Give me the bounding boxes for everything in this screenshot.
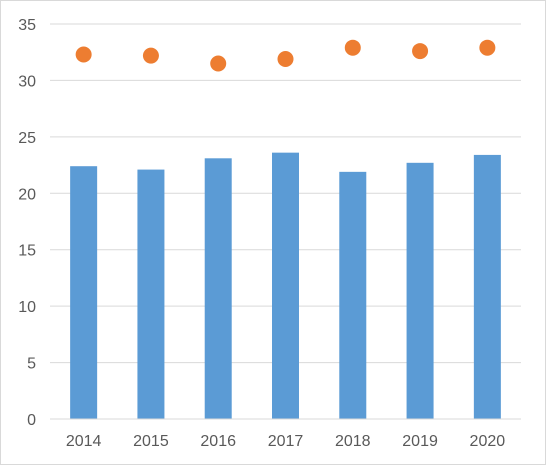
y-axis-ticks: 0 5 10 15 20 25 30 35 bbox=[18, 17, 36, 429]
x-tick-label: 2016 bbox=[200, 433, 236, 450]
scatter-point bbox=[479, 39, 496, 56]
bar bbox=[204, 158, 232, 420]
y-tick-label: 15 bbox=[18, 243, 36, 260]
y-tick-label: 35 bbox=[18, 17, 36, 34]
y-tick-label: 5 bbox=[27, 356, 36, 373]
x-tick-label: 2014 bbox=[66, 433, 102, 450]
bar bbox=[137, 169, 165, 419]
y-tick-label: 10 bbox=[18, 299, 36, 316]
scatter-point bbox=[277, 50, 294, 67]
x-tick-label: 2017 bbox=[268, 433, 304, 450]
x-tick-label: 2019 bbox=[402, 433, 438, 450]
bar bbox=[339, 171, 367, 419]
scatter-point bbox=[75, 46, 92, 63]
gridlines bbox=[50, 23, 521, 364]
bar bbox=[272, 152, 299, 419]
bar bbox=[406, 162, 434, 420]
y-tick-label: 20 bbox=[18, 186, 36, 203]
x-tick-label: 2020 bbox=[470, 433, 506, 450]
bar bbox=[473, 154, 501, 419]
scatter-point bbox=[344, 39, 361, 56]
scatter-point bbox=[210, 55, 227, 72]
scatter-point bbox=[142, 47, 159, 64]
bar bbox=[70, 166, 98, 419]
x-tick-label: 2015 bbox=[133, 433, 169, 450]
x-tick-label: 2018 bbox=[335, 433, 371, 450]
y-tick-label: 0 bbox=[27, 412, 36, 429]
x-axis-ticks: 2014 2015 2016 2017 2018 2019 2020 bbox=[66, 433, 505, 450]
scatter-series bbox=[75, 39, 496, 72]
bar-series bbox=[70, 152, 501, 420]
scatter-point bbox=[412, 43, 429, 60]
y-tick-label: 25 bbox=[18, 130, 36, 147]
y-tick-label: 30 bbox=[18, 73, 36, 90]
